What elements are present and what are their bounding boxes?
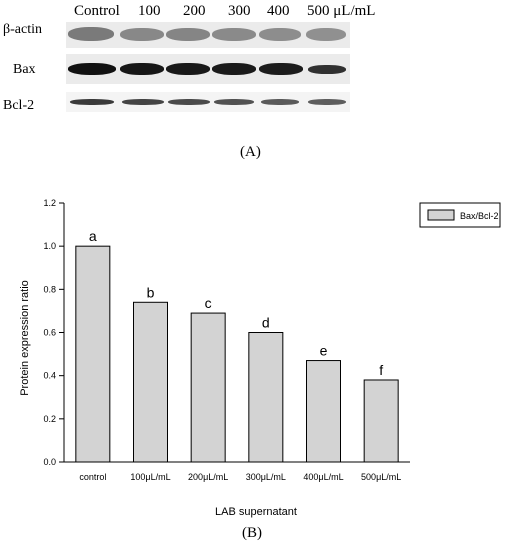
band-bax-400: [259, 63, 303, 75]
blot-strip-bax: [66, 54, 350, 84]
lane-header-100: 100: [138, 3, 161, 19]
row-label-bax: Bax: [13, 62, 36, 77]
bar-1: [75, 245, 111, 463]
bar-3: [190, 312, 226, 463]
lane-header-200: 200: [183, 3, 206, 19]
x-axis-label: LAB supernatant: [215, 506, 297, 518]
band-bcl2-300: [214, 99, 254, 105]
band-bax-control: [68, 63, 116, 75]
bar-6: [363, 379, 399, 463]
band-bax-200: [166, 63, 210, 75]
bars-layer: a b c d e f: [75, 228, 399, 463]
significance-letter-2: b: [147, 284, 155, 300]
bar-5: [306, 360, 341, 463]
band-bcl2-400: [261, 99, 299, 105]
bar-2: [133, 301, 168, 463]
y-tick-label-3: 0.6: [43, 328, 56, 338]
band-bcl2-200: [168, 99, 210, 105]
band-bcl2-control: [70, 99, 114, 105]
y-tick-label-0: 0.0: [43, 457, 56, 467]
bar-chart: a b c d e f control 100μL/mL 200μL/mL 300μL/mL 40…: [19, 198, 501, 518]
x-tick-label-3: 200μL/mL: [188, 472, 228, 482]
significance-letter-4: d: [262, 315, 270, 331]
legend: Bax/Bcl-2: [419, 202, 501, 228]
significance-letter-1: a: [89, 228, 97, 244]
band-beta-actin-200: [166, 28, 210, 41]
band-bax-100: [120, 63, 164, 75]
band-bcl2-100: [122, 99, 164, 105]
blot-strip-bcl2: [66, 92, 350, 112]
lane-header-400: 400: [267, 3, 290, 19]
y-tick-label-5: 1.0: [43, 241, 56, 251]
y-tick-label-4: 0.8: [43, 284, 56, 294]
significance-letter-5: e: [320, 343, 328, 359]
y-axis-label: Protein expression ratio: [19, 280, 31, 396]
band-bax-500: [308, 65, 346, 74]
significance-letter-3: c: [205, 295, 212, 311]
legend-label: Bax/Bcl-2: [460, 211, 499, 221]
y-tick-label-6: 1.2: [43, 198, 56, 208]
axes-layer: control 100μL/mL 200μL/mL 300μL/mL 400μL/mL 5…: [43, 198, 410, 482]
lane-header-500: 500 μL/mL: [307, 3, 376, 19]
band-beta-actin-control: [68, 27, 114, 41]
lane-header-control: Control: [74, 3, 120, 19]
lane-header-300: 300: [228, 3, 251, 19]
panel-a-label: (A): [240, 144, 261, 160]
y-tick-label-2: 0.4: [43, 371, 56, 381]
row-label-bcl2: Bcl-2: [3, 98, 35, 113]
band-beta-actin-100: [120, 28, 164, 41]
band-bax-300: [212, 63, 256, 75]
y-tick-label-1: 0.2: [43, 414, 56, 424]
x-tick-label-2: 100μL/mL: [130, 472, 170, 482]
x-tick-label-1: control: [79, 472, 106, 482]
blot-strip-beta-actin: [66, 22, 350, 48]
row-label-beta-actin: β-actin: [3, 22, 42, 37]
bar-4: [248, 332, 284, 463]
band-beta-actin-500: [306, 28, 346, 41]
western-blot-panel: Control 100 200 300 400 500 μL/mL β-acti…: [0, 0, 515, 172]
band-bcl2-500: [308, 99, 346, 105]
x-tick-label-4: 300μL/mL: [246, 472, 286, 482]
significance-letter-6: f: [379, 362, 383, 378]
band-beta-actin-300: [212, 28, 256, 41]
x-tick-label-5: 400μL/mL: [303, 472, 343, 482]
panel-b-label: (B): [242, 525, 262, 541]
band-beta-actin-400: [259, 28, 301, 41]
x-tick-label-6: 500μL/mL: [361, 472, 401, 482]
legend-swatch: [427, 209, 455, 221]
